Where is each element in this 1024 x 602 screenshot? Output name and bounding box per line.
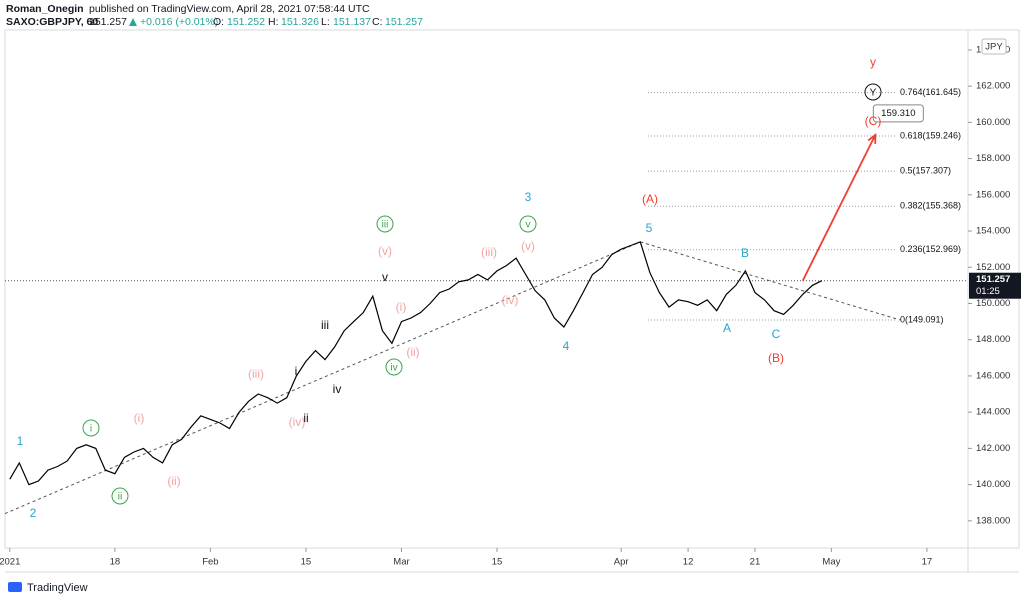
wave-label: (i) [396, 300, 407, 314]
wave-label: iv [333, 382, 342, 396]
plot-frame [4, 29, 1020, 549]
wave-label: ii [303, 411, 308, 425]
wave-label: Y [870, 88, 877, 99]
wave-circle [111, 487, 129, 505]
x-tick-label: 15 [301, 557, 312, 568]
wave-label: (ii) [167, 474, 180, 488]
wave-label: ii [118, 492, 122, 503]
wave-label: iii [321, 318, 329, 332]
y-tick-label: 138.000 [976, 515, 1010, 526]
y-tick-label: 148.000 [976, 334, 1010, 345]
x-tick-label: Apr [614, 557, 629, 568]
wave-label: (i) [134, 411, 145, 425]
fib-label: 0.236(152.969) [900, 244, 961, 254]
fib-label: 0.764(161.645) [900, 87, 961, 97]
wave-label: (iv) [289, 415, 306, 429]
y-tick-label: 140.000 [976, 479, 1010, 490]
change: +0.016 (+0.01%) [140, 16, 218, 28]
wave-label: i [295, 364, 298, 378]
wave-label: (A) [642, 192, 658, 206]
last-price: 151.257 [89, 16, 127, 28]
wave-label: A [723, 321, 731, 335]
y-tick-label: 162.000 [976, 81, 1010, 92]
wave-circle [519, 215, 537, 233]
publisher: Roman_Onegin [6, 3, 84, 15]
x-tick-label: 17 [922, 557, 933, 568]
projection [801, 134, 877, 282]
wave-label: y [870, 55, 876, 69]
high-label: H: [268, 16, 279, 28]
countdown: 01:25 [976, 286, 1000, 297]
wave-circle [864, 83, 882, 101]
x-tick-label: 18 [110, 557, 121, 568]
fib-label: 0.618(159.246) [900, 130, 961, 140]
last-price-box [969, 272, 1021, 299]
y-tick-label: 144.000 [976, 407, 1010, 418]
up-arrow [129, 18, 137, 26]
plot: 0.764(161.645) 0.618(159.246) 0.5(157.307)… [5, 55, 968, 520]
fib-label: 0(149.091) [900, 314, 944, 324]
wave-label: 3 [525, 190, 532, 204]
wave-circle [82, 419, 100, 437]
projection-callout [872, 104, 924, 123]
wave-circle [376, 215, 394, 233]
wave-label: C [772, 327, 781, 341]
wave-label: (iv) [502, 293, 519, 307]
high: 151.326 [281, 16, 319, 28]
close: 151.257 [385, 16, 423, 28]
y-tick-label: 152.000 [976, 262, 1010, 273]
fib-label: 0.5(157.307) [900, 166, 951, 176]
currency-badge [981, 38, 1007, 55]
y-tick-label: 160.000 [976, 117, 1010, 128]
y-tick-label: 142.000 [976, 443, 1010, 454]
wave-label: B [741, 246, 749, 260]
currency: JPY [985, 42, 1003, 53]
x-tick-label: May [822, 557, 840, 568]
y-tick-label: 154.000 [976, 226, 1010, 237]
wave-label: (iii) [248, 367, 264, 381]
open: 151.252 [227, 16, 265, 28]
wave-label: (v) [378, 244, 392, 258]
price-line [9, 241, 823, 486]
wave-label: (C) [865, 114, 882, 128]
brand: TradingView [27, 582, 88, 594]
close-label: C: [372, 16, 383, 28]
projection-label: 159.310 [881, 108, 915, 119]
footer-logo [8, 582, 22, 592]
y-tick-label: 146.000 [976, 370, 1010, 381]
y-tick-label: 150.000 [976, 298, 1010, 309]
wave-label: 2 [30, 506, 37, 520]
trendline [5, 241, 641, 515]
wave-circle [385, 358, 403, 376]
wave-label: (v) [521, 239, 535, 253]
y-tick-label: 156.000 [976, 189, 1010, 200]
fib-label: 0.382(155.368) [900, 201, 961, 211]
x-tick-label: 21 [750, 557, 761, 568]
wave-label: (iii) [481, 245, 497, 259]
x-tick-label: Feb [202, 557, 218, 568]
x-tick-label: 2021 [0, 557, 20, 568]
wave-label: 5 [646, 221, 653, 235]
arrow-head [867, 133, 877, 144]
wave-label: v [382, 270, 388, 284]
published-info: published on TradingView.com, April 28, … [89, 3, 370, 15]
last-price-axis: 151.257 [976, 274, 1010, 285]
wave-label: iii [382, 220, 389, 231]
x-tick-label: Mar [393, 557, 409, 568]
symbol: SAXO:GBPJPY, 60 [6, 16, 98, 28]
wave-label: (B) [768, 351, 784, 365]
x-tick-label: 12 [683, 557, 694, 568]
wave-label: v [526, 220, 531, 231]
wave-label: (ii) [406, 345, 419, 359]
y-tick-label: 158.000 [976, 153, 1010, 164]
wave-label: i [90, 424, 92, 435]
low-label: L: [321, 16, 330, 28]
wave-label: 4 [563, 339, 570, 353]
wave-label: iv [390, 363, 397, 374]
open-label: O: [213, 16, 224, 28]
x-tick-label: 15 [492, 557, 503, 568]
wave-label: 1 [17, 434, 24, 448]
low: 151.137 [333, 16, 371, 28]
